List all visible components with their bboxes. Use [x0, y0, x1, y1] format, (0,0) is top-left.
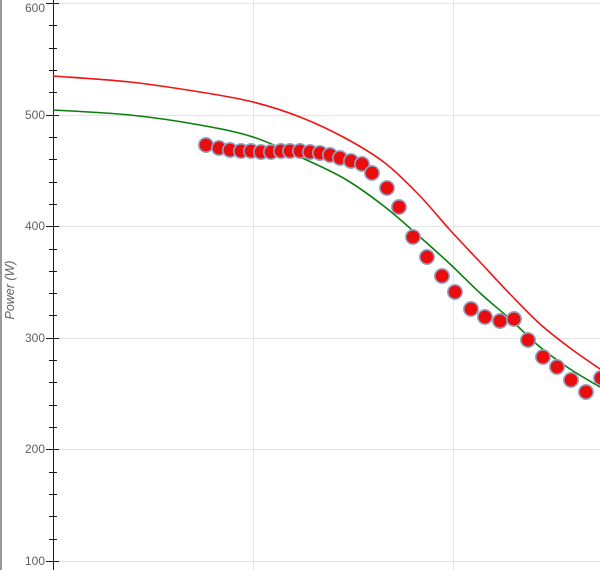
- y-tick-label: 500: [24, 108, 45, 122]
- y-tick-label: 300: [24, 331, 45, 345]
- data-point-marker[interactable]: [534, 348, 551, 365]
- data-point-marker[interactable]: [491, 312, 508, 329]
- data-point-marker[interactable]: [353, 156, 370, 173]
- data-point-marker[interactable]: [593, 370, 600, 386]
- data-point-marker[interactable]: [446, 283, 463, 300]
- data-point-marker[interactable]: [548, 358, 565, 375]
- data-point-marker[interactable]: [476, 308, 493, 325]
- upper-fit-curve: [52, 75, 600, 370]
- data-point-marker[interactable]: [505, 310, 522, 327]
- y-tick-label: 600: [24, 1, 45, 15]
- y-tick-label: 400: [24, 219, 45, 233]
- data-point-marker[interactable]: [519, 331, 536, 348]
- data-point-marker[interactable]: [577, 383, 594, 400]
- data-point-marker[interactable]: [363, 165, 380, 182]
- data-point-marker[interactable]: [562, 371, 579, 388]
- data-point-marker[interactable]: [418, 249, 435, 266]
- data-point-marker[interactable]: [462, 300, 479, 317]
- data-point-marker[interactable]: [378, 180, 395, 197]
- data-point-marker[interactable]: [198, 137, 215, 154]
- y-tick-label: 200: [24, 442, 45, 456]
- data-point-marker[interactable]: [404, 229, 421, 246]
- window-left-edge: [0, 0, 2, 570]
- data-point-marker[interactable]: [433, 267, 450, 284]
- lower-fit-curve: [52, 109, 600, 388]
- data-point-marker[interactable]: [390, 199, 407, 216]
- y-tick-label: 100: [24, 554, 45, 568]
